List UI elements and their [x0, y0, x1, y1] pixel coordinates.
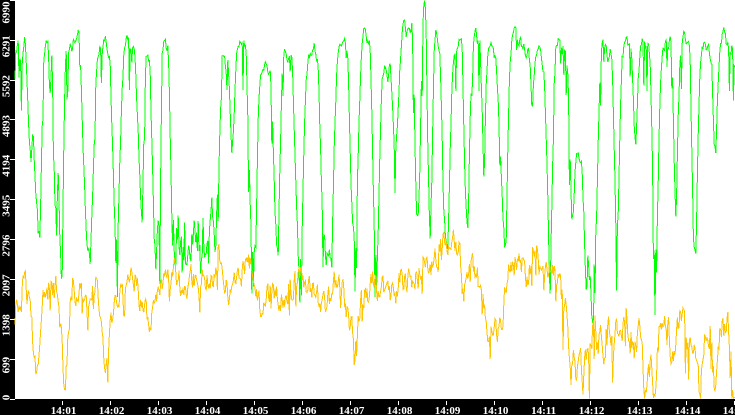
svg-text:14:10: 14:10 — [483, 405, 509, 415]
svg-text:4893: 4893 — [1, 115, 13, 138]
svg-text:3495: 3495 — [1, 194, 13, 217]
svg-text:0: 0 — [1, 394, 13, 400]
svg-text:1398: 1398 — [1, 314, 13, 337]
svg-text:14:09: 14:09 — [435, 405, 461, 415]
svg-text:14:15: 14:15 — [723, 405, 735, 415]
svg-text:14:01: 14:01 — [51, 405, 77, 415]
svg-text:5592: 5592 — [1, 75, 13, 98]
svg-text:14:11: 14:11 — [531, 405, 556, 415]
svg-text:14:06: 14:06 — [291, 405, 317, 415]
svg-text:14:04: 14:04 — [195, 405, 221, 415]
svg-text:14:03: 14:03 — [147, 405, 173, 415]
svg-text:14:02: 14:02 — [99, 405, 125, 415]
svg-text:14:08: 14:08 — [387, 405, 413, 415]
svg-text:14:12: 14:12 — [579, 405, 605, 415]
svg-text:699: 699 — [1, 356, 13, 373]
svg-text:14:13: 14:13 — [627, 405, 653, 415]
svg-text:14:05: 14:05 — [243, 405, 269, 415]
svg-text:2796: 2796 — [1, 234, 13, 257]
svg-text:2097: 2097 — [1, 274, 13, 297]
svg-text:6291: 6291 — [1, 35, 13, 57]
svg-text:4194: 4194 — [1, 154, 13, 177]
svg-text:14:07: 14:07 — [339, 405, 365, 415]
svg-text:14:14: 14:14 — [675, 405, 701, 415]
svg-text:6990: 6990 — [1, 1, 13, 24]
